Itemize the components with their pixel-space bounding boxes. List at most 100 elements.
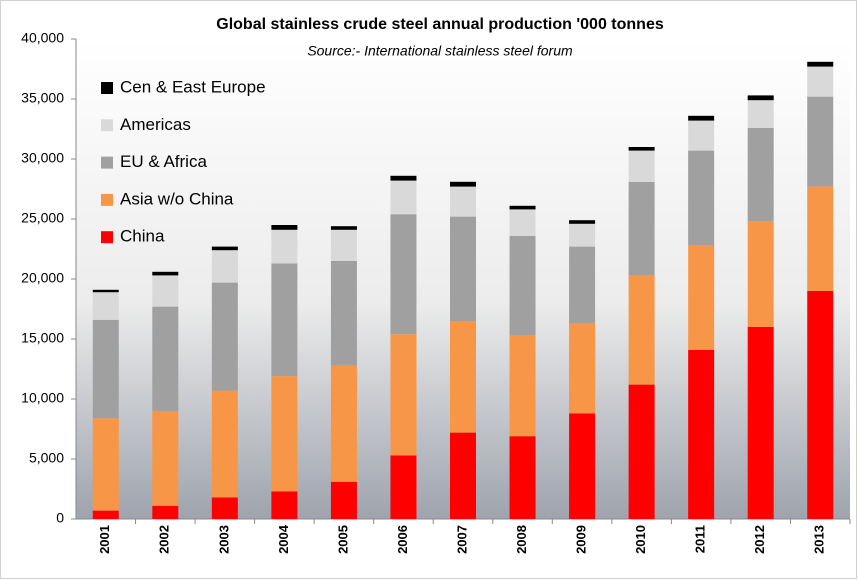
bar-segment xyxy=(152,275,179,307)
bar-segment xyxy=(688,115,715,121)
y-tick-label: 10,000 xyxy=(21,390,64,406)
bar-segment xyxy=(152,411,179,506)
legend-label: EU & Africa xyxy=(120,152,207,171)
bar-segment xyxy=(628,150,655,182)
bar-segment xyxy=(450,186,476,217)
bar-segment xyxy=(569,413,596,519)
x-tick-label: 2007 xyxy=(454,525,469,554)
x-tick-label: 2004 xyxy=(276,524,291,554)
bar-segment xyxy=(271,263,298,377)
bar-segment xyxy=(807,291,834,519)
bar-segment xyxy=(628,147,655,151)
bar-segment xyxy=(509,335,536,437)
x-tick-label: 2003 xyxy=(216,525,231,554)
bar-segment xyxy=(330,229,357,261)
bar-segment xyxy=(688,349,715,519)
legend-label: China xyxy=(120,227,165,246)
bar-segment xyxy=(390,455,417,519)
x-tick-label: 2008 xyxy=(514,525,529,554)
bar-segment xyxy=(509,209,536,236)
legend-swatch xyxy=(101,231,113,244)
bar-segment xyxy=(509,205,536,210)
bar-segment xyxy=(450,321,476,433)
bar-segment xyxy=(92,289,119,293)
chart-title: Global stainless crude steel annual prod… xyxy=(216,16,664,33)
x-tick-label: 2013 xyxy=(812,525,827,554)
bar-segment xyxy=(628,384,655,519)
bar-segment xyxy=(152,306,179,411)
x-tick-label: 2010 xyxy=(633,525,648,554)
y-tick-label: 40,000 xyxy=(21,30,64,46)
bar-segment xyxy=(450,181,476,187)
bar-segment xyxy=(211,390,238,498)
bar-segment xyxy=(747,95,774,101)
y-tick-label: 0 xyxy=(56,510,64,526)
bar-segment xyxy=(211,246,238,251)
bar-segment xyxy=(450,432,476,519)
bar-segment xyxy=(747,100,774,128)
bar-segment xyxy=(747,127,774,222)
x-tick-label: 2002 xyxy=(157,525,172,554)
bar-segment xyxy=(211,497,238,519)
bar-segment xyxy=(509,436,536,519)
bar-segment xyxy=(152,505,179,519)
bar-segment xyxy=(569,323,596,414)
legend-label: Cen & East Europe xyxy=(120,77,266,96)
bar-segment xyxy=(390,180,417,215)
bar-segment xyxy=(390,334,417,456)
bar-segment xyxy=(92,292,119,320)
bar-segment xyxy=(747,327,774,519)
x-tick-label: 2011 xyxy=(693,525,708,553)
y-tick-label: 15,000 xyxy=(21,330,64,346)
bar-segment xyxy=(628,181,655,276)
bar-segment xyxy=(688,120,715,151)
bar-segment xyxy=(271,376,298,492)
x-tick-label: 2006 xyxy=(395,525,410,554)
x-tick-label: 2009 xyxy=(574,525,589,554)
bar-segment xyxy=(569,220,596,224)
bar-segment xyxy=(628,275,655,385)
bar-segment xyxy=(330,481,357,519)
bar-segment xyxy=(807,61,834,67)
legend-swatch xyxy=(101,82,113,94)
bar-segment xyxy=(211,282,238,391)
bar-segment xyxy=(152,271,179,276)
chart-subtitle: Source:- International stainless steel f… xyxy=(307,43,573,59)
bar-segment xyxy=(807,186,834,291)
bar-segment xyxy=(807,66,834,97)
bar-segment xyxy=(569,246,596,324)
bar-segment xyxy=(569,223,596,247)
bar-segment xyxy=(330,365,357,482)
bar-segment xyxy=(747,221,774,327)
bar-segment xyxy=(271,491,298,519)
bar-segment xyxy=(688,150,715,246)
bar-segment xyxy=(92,319,119,419)
legend-label: Asia w/o China xyxy=(120,189,234,208)
bar-segment xyxy=(390,214,417,335)
y-tick-label: 35,000 xyxy=(21,90,64,106)
bar-segment xyxy=(807,96,834,187)
bar-segment xyxy=(92,510,119,519)
y-tick-label: 5,000 xyxy=(29,450,64,466)
bar-segment xyxy=(390,175,417,181)
bar-segment xyxy=(330,226,357,230)
legend-swatch xyxy=(101,119,113,132)
bar-segment xyxy=(509,235,536,336)
bar-segment xyxy=(688,245,715,350)
y-tick-label: 25,000 xyxy=(21,210,64,226)
bar-segment xyxy=(450,216,476,321)
x-tick-label: 2012 xyxy=(752,525,767,554)
bar-segment xyxy=(92,418,119,511)
bar-segment xyxy=(271,225,298,230)
bar-segment xyxy=(271,229,298,264)
legend-label: Americas xyxy=(120,115,191,134)
x-tick-label: 2001 xyxy=(97,525,112,554)
legend-swatch xyxy=(101,156,113,169)
bar-segment xyxy=(330,261,357,366)
bar-segment xyxy=(211,250,238,283)
y-tick-label: 30,000 xyxy=(21,150,64,166)
y-tick-label: 20,000 xyxy=(21,270,64,286)
legend-swatch xyxy=(101,193,113,206)
x-tick-label: 2005 xyxy=(335,525,350,554)
